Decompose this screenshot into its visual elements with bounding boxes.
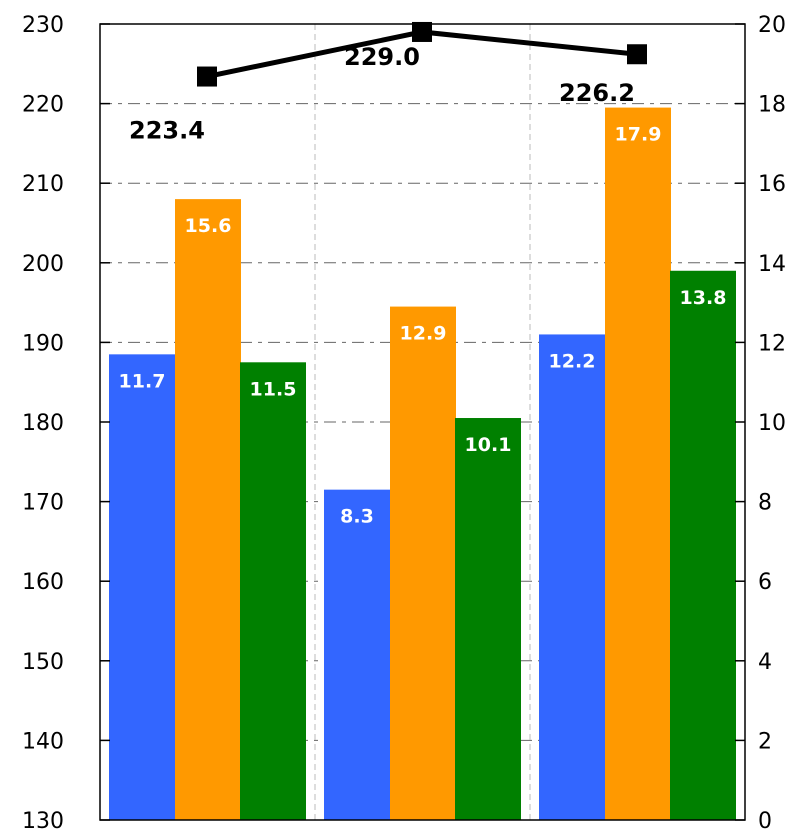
right-tick-label: 14 <box>758 252 786 277</box>
bar-value-label: 17.9 <box>615 124 662 146</box>
line-marker <box>627 44 647 65</box>
left-tick-label: 210 <box>22 172 64 197</box>
right-tick-label: 16 <box>758 172 786 197</box>
right-tick-label: 6 <box>758 570 772 595</box>
bar <box>240 362 306 820</box>
right-tick-label: 12 <box>758 331 786 356</box>
right-tick-label: 2 <box>758 729 772 754</box>
bar <box>175 199 241 820</box>
line-value-label: 223.4 <box>129 117 205 145</box>
left-tick-label: 190 <box>22 331 64 356</box>
right-tick-label: 4 <box>758 650 772 675</box>
bar-value-label: 11.7 <box>119 370 166 392</box>
line-marker <box>412 21 432 42</box>
bar-value-label: 12.2 <box>549 350 596 372</box>
line-value-label: 229.0 <box>344 43 420 71</box>
right-tick-label: 18 <box>758 93 786 118</box>
line-series <box>197 21 647 87</box>
bar-value-label: 13.8 <box>680 287 727 309</box>
left-tick-label: 220 <box>22 93 64 118</box>
left-tick-label: 150 <box>22 650 64 675</box>
bar-value-label: 12.9 <box>400 323 447 345</box>
left-tick-label: 230 <box>22 13 64 38</box>
line-marker <box>197 66 217 87</box>
bar <box>539 334 605 820</box>
bar-value-label: 10.1 <box>465 434 512 456</box>
bar-value-label: 11.5 <box>250 378 297 400</box>
right-axis-ticks: 0 2 4 6 8 10 12 14 16 18 20 <box>735 13 786 834</box>
left-tick-label: 200 <box>22 252 64 277</box>
right-tick-label: 10 <box>758 411 786 436</box>
left-tick-label: 170 <box>22 491 64 516</box>
left-tick-label: 140 <box>22 729 64 754</box>
left-tick-label: 160 <box>22 570 64 595</box>
bar <box>390 306 456 821</box>
line-value-label: 226.2 <box>559 79 635 107</box>
right-tick-label: 8 <box>758 491 772 516</box>
right-tick-label: 20 <box>758 13 786 38</box>
bar-value-label: 8.3 <box>340 506 374 528</box>
bar-value-label: 15.6 <box>185 215 232 237</box>
left-tick-label: 130 <box>22 809 64 834</box>
data-labels: 11.7 8.3 12.2 15.6 12.9 17.9 11.5 10.1 13.8 223.4… <box>119 43 727 528</box>
left-tick-label: 180 <box>22 411 64 436</box>
left-axis-ticks: 130 140 150 160 170 180 190 200 210 220 230 <box>22 13 110 834</box>
bar-series <box>109 107 736 821</box>
bar <box>670 270 736 820</box>
bar <box>605 107 671 820</box>
bar <box>324 489 390 820</box>
bar <box>455 418 521 820</box>
right-tick-label: 0 <box>758 809 772 834</box>
bar <box>109 354 175 820</box>
